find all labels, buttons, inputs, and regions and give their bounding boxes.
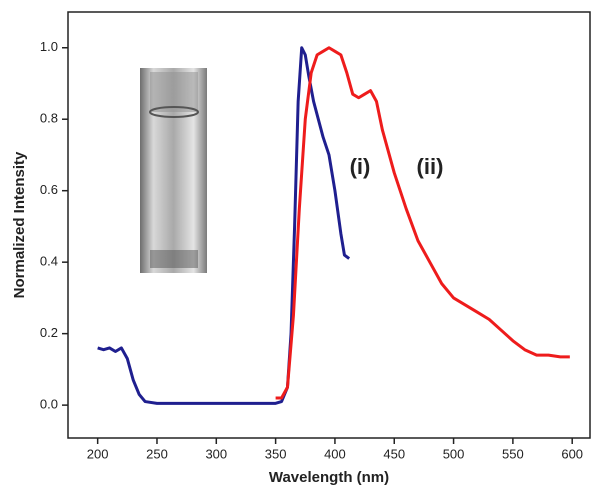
x-tick-label: 300: [205, 446, 227, 461]
y-tick-label: 1.0: [40, 39, 58, 54]
x-axis-title: Wavelength (nm): [269, 469, 389, 486]
x-tick-label: 350: [265, 446, 287, 461]
y-tick-label: 0.6: [40, 182, 58, 197]
annotation: (i): [350, 154, 371, 179]
cuvette-photo: [140, 68, 207, 273]
x-tick-label: 400: [324, 446, 346, 461]
y-tick-label: 0.8: [40, 111, 58, 126]
y-tick-label: 0.0: [40, 397, 58, 412]
y-axis-title: Normalized Intensity: [11, 151, 28, 298]
x-tick-label: 200: [87, 446, 109, 461]
x-tick-label: 450: [383, 446, 405, 461]
x-tick-label: 250: [146, 446, 168, 461]
series-line: [97, 46, 351, 405]
series-line: [275, 46, 570, 400]
y-tick-label: 0.2: [40, 325, 58, 340]
x-tick-label: 500: [443, 446, 465, 461]
plot-frame: [67, 11, 591, 439]
x-tick-label: 600: [561, 446, 583, 461]
y-tick-label: 0.4: [40, 254, 58, 269]
x-tick-label: 550: [502, 446, 524, 461]
annotation: (ii): [417, 154, 444, 179]
